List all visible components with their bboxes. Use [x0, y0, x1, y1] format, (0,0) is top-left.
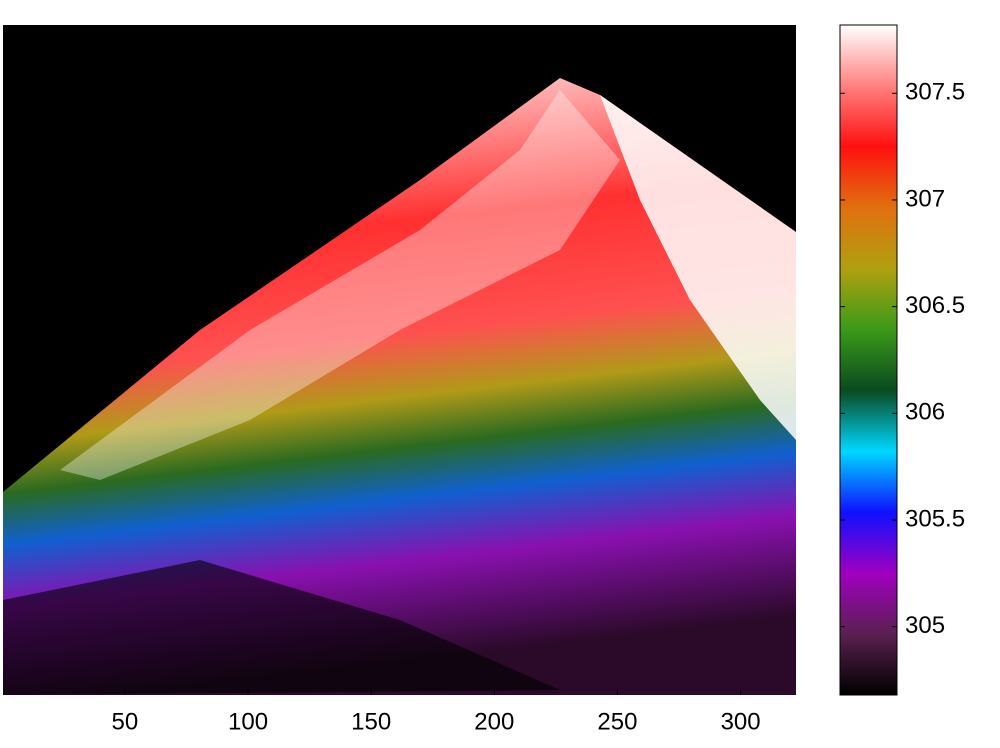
- x-tick-label: 150: [351, 708, 391, 735]
- colorbar-tick-label: 307: [905, 185, 945, 212]
- image: [3, 25, 796, 695]
- colorbar-tick-label: 305: [905, 612, 945, 639]
- watermark: www.studyhistory.cc: [855, 703, 973, 718]
- colorbar-tick-label: 305.5: [905, 505, 965, 532]
- x-tick-label: 50: [112, 708, 139, 735]
- x-axis: 50 100 150 200 250 300: [112, 689, 761, 735]
- colorbar-tick-label: 307.5: [905, 79, 965, 106]
- colorbar-axis: 305 305.5 306 306.5 307 307.5: [840, 79, 965, 639]
- colorbar-tick-label: 306: [905, 399, 945, 426]
- colorbar-tick-label: 306.5: [905, 292, 965, 319]
- x-tick-label: 300: [721, 708, 761, 735]
- x-tick-label: 100: [228, 708, 268, 735]
- x-tick-label: 250: [597, 708, 637, 735]
- colorbar: [839, 24, 898, 696]
- x-tick-label: 200: [474, 708, 514, 735]
